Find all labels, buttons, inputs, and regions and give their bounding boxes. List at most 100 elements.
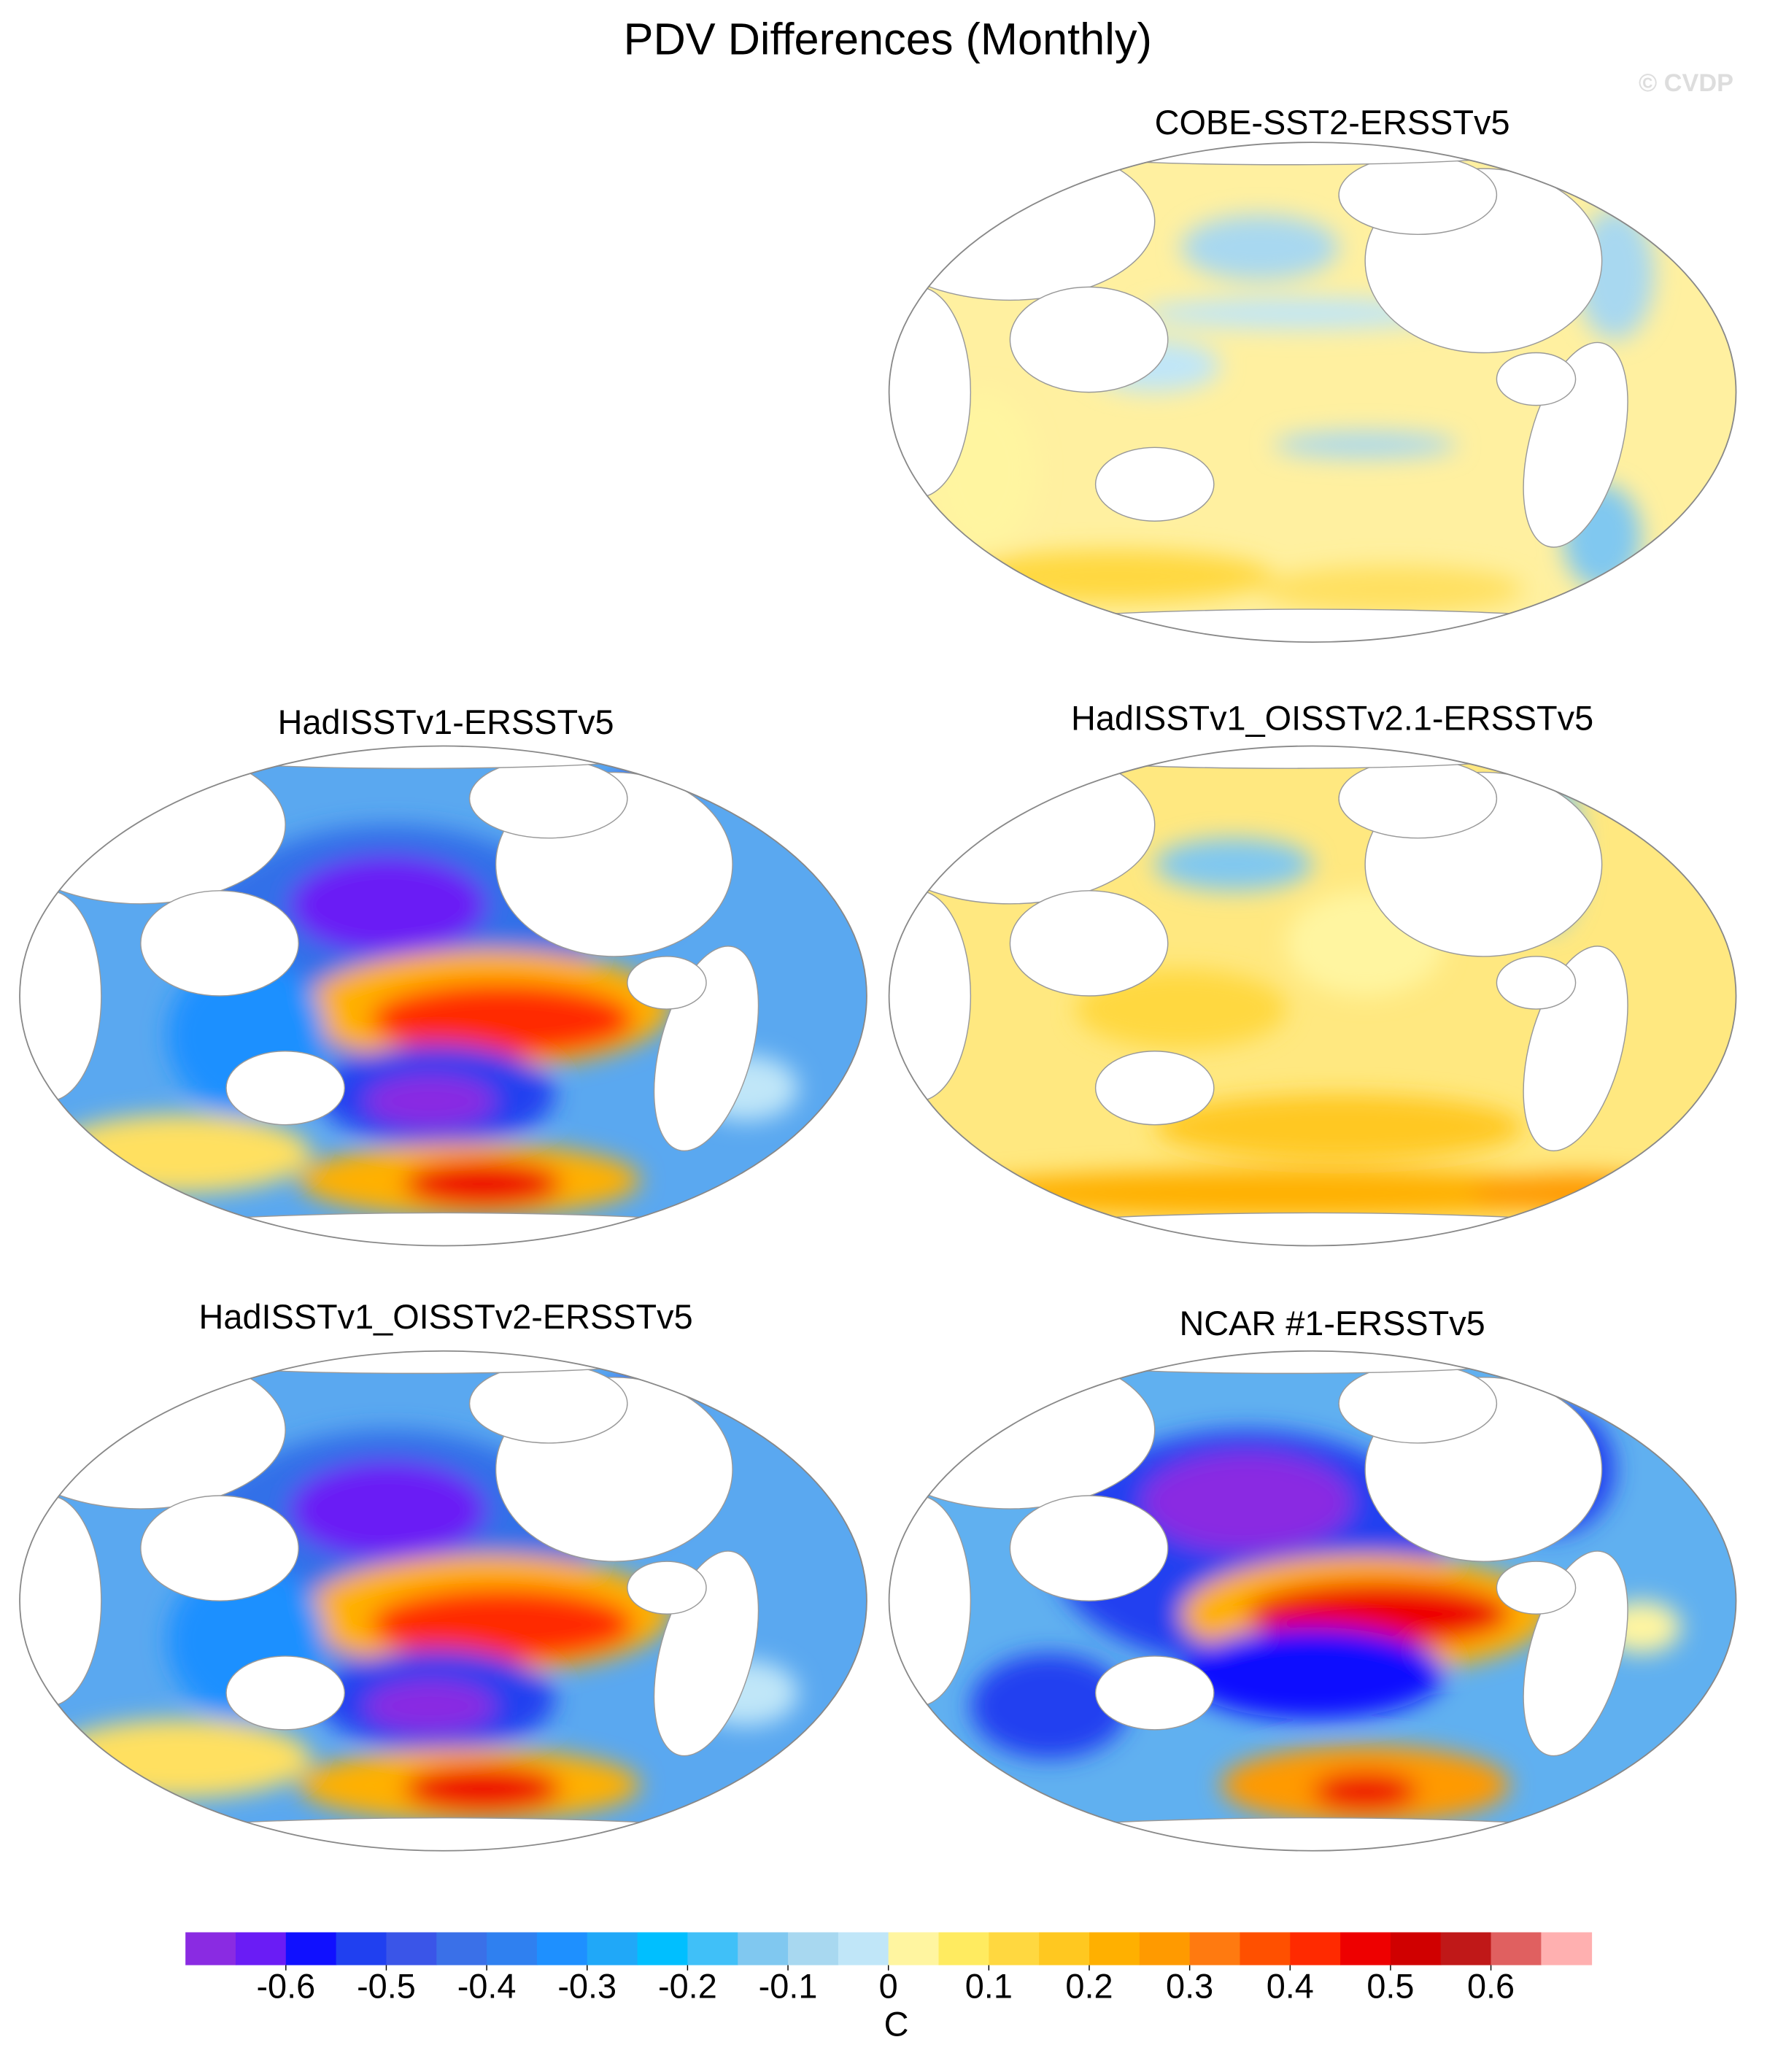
colorbar-box xyxy=(436,1932,488,1965)
anomaly-blob xyxy=(371,982,634,1056)
land xyxy=(1496,956,1577,1010)
land xyxy=(1094,1051,1215,1126)
colorbar-box xyxy=(285,1932,337,1965)
colorbar: -0.6 -0.5 -0.4 -0.3 -0.2 -0.1 0 0.1 0.2 0.3 0.4 0.5… xyxy=(185,1932,1593,2044)
land xyxy=(889,1817,1736,1851)
anomaly-blob xyxy=(1141,297,1458,330)
map-outline xyxy=(19,1350,867,1852)
anomaly-blob xyxy=(1154,1094,1523,1161)
land xyxy=(140,1495,299,1601)
colorbar-box xyxy=(386,1932,438,1965)
anomaly-blob xyxy=(1180,214,1340,281)
land xyxy=(20,890,102,1102)
map-field xyxy=(20,746,867,1246)
map-field xyxy=(20,1350,867,1851)
colorbar-box xyxy=(637,1932,689,1965)
watermark: © CVDP xyxy=(1639,69,1733,97)
map-panel: HadISSTv1-ERSSTv5 xyxy=(19,703,867,1247)
panel-title: HadISSTv1-ERSSTv5 xyxy=(278,703,614,741)
map-panel: NCAR #1-ERSSTv5 xyxy=(888,1304,1737,1852)
colorbar-box xyxy=(1390,1932,1442,1965)
panel-title: HadISSTv1_OISSTv2-ERSSTv5 xyxy=(199,1298,693,1336)
anomaly-blob xyxy=(371,1588,634,1662)
land xyxy=(889,1350,1156,1509)
land xyxy=(1094,447,1215,522)
colorbar-tick-label: 0.4 xyxy=(1267,1967,1314,2005)
land xyxy=(889,286,972,498)
land xyxy=(889,1495,972,1707)
anomaly-blob xyxy=(1313,1771,1418,1812)
colorbar-tick-label: -0.6 xyxy=(256,1967,315,2005)
colorbar-box xyxy=(235,1932,287,1965)
colorbar-tick-label: -0.2 xyxy=(658,1967,717,2005)
anomaly-blob xyxy=(957,549,1273,603)
land xyxy=(1009,890,1169,997)
map-panel: COBE-SST2-ERSSTv5 xyxy=(888,104,1737,643)
map-panel: HadISSTv1_OISSTv2-ERSSTv5 xyxy=(19,1298,867,1852)
land xyxy=(627,956,707,1010)
colorbar-box xyxy=(1189,1932,1241,1965)
colorbar-box xyxy=(1089,1932,1140,1965)
colorbar-box xyxy=(888,1932,940,1965)
map-outline xyxy=(888,745,1737,1247)
map-panel: HadISSTv1_OISSTv2.1-ERSSTv5 xyxy=(888,700,1737,1247)
colorbar-box xyxy=(1440,1932,1492,1965)
anomaly-blob xyxy=(1272,431,1458,458)
land xyxy=(20,746,286,905)
colorbar-box xyxy=(788,1932,839,1965)
maps: COBE-SST2-ERSSTv5 HadISSTv1-ERSSTv5 HadISS… xyxy=(19,104,1737,1852)
land xyxy=(20,1212,867,1246)
anomaly-blob xyxy=(403,1160,562,1208)
anomaly-blob xyxy=(944,1169,1628,1217)
colorbar-box xyxy=(1039,1932,1090,1965)
figure-title: PDV Differences (Monthly) xyxy=(624,14,1152,63)
anomaly-blob xyxy=(1154,838,1313,891)
land xyxy=(1496,1561,1577,1615)
anomaly-blob xyxy=(48,1719,312,1798)
anomaly-blob xyxy=(1259,565,1523,614)
land xyxy=(225,1051,346,1126)
map-outline xyxy=(888,1350,1737,1852)
colorbar-box xyxy=(1340,1932,1391,1965)
land xyxy=(1338,1364,1498,1444)
colorbar-box xyxy=(336,1932,387,1965)
land xyxy=(1496,352,1577,406)
colorbar-tick-label: 0.1 xyxy=(965,1967,1013,2005)
colorbar-tick-label: 0 xyxy=(879,1967,898,2005)
colorbar-box xyxy=(1290,1932,1341,1965)
colorbar-tick-label: 0.5 xyxy=(1366,1967,1414,2005)
map-outline xyxy=(19,745,867,1247)
colorbar-box xyxy=(487,1932,538,1965)
colorbar-box xyxy=(1139,1932,1191,1965)
colorbar-tick-label: -0.4 xyxy=(457,1967,517,2005)
colorbar-tick-label: 0.6 xyxy=(1467,1967,1515,2005)
colorbar-box xyxy=(989,1932,1040,1965)
colorbar-box xyxy=(1240,1932,1291,1965)
panel-title: NCAR #1-ERSSTv5 xyxy=(1179,1304,1485,1342)
land xyxy=(468,1364,628,1444)
colorbar-tick-label: -0.1 xyxy=(759,1967,818,2005)
land xyxy=(468,758,628,839)
anomaly-blob xyxy=(970,1653,1129,1759)
colorbar-box xyxy=(185,1932,236,1965)
panel-title: COBE-SST2-ERSSTv5 xyxy=(1155,104,1510,142)
anomaly-blob xyxy=(364,1679,496,1733)
land xyxy=(627,1561,707,1615)
land xyxy=(1338,155,1498,236)
anomaly-blob xyxy=(1470,1173,1681,1213)
colorbar-box xyxy=(687,1932,739,1965)
land xyxy=(20,1817,867,1851)
colorbar-box xyxy=(587,1932,638,1965)
colorbar-box xyxy=(838,1932,889,1965)
land xyxy=(1009,1495,1169,1601)
land xyxy=(140,890,299,997)
land xyxy=(1009,286,1169,393)
map-outline xyxy=(888,142,1737,643)
colorbar-label: C xyxy=(884,2006,909,2044)
anomaly-blob xyxy=(289,1460,487,1561)
land xyxy=(225,1655,346,1731)
land xyxy=(889,890,972,1102)
anomaly-blob xyxy=(364,1075,496,1128)
